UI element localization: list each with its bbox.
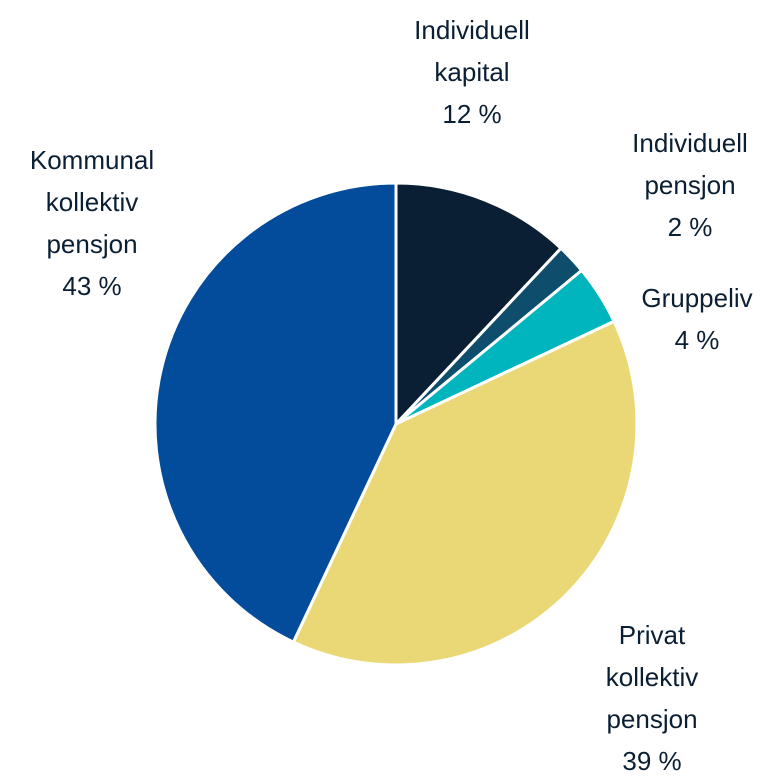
value-label: 12 % (442, 99, 502, 129)
pie-slice (394, 181, 563, 426)
value-label: 2 % (667, 212, 713, 242)
category-label: Kommunal kollektiv pensjon (29, 145, 155, 259)
category-label: Individuell pensjon (632, 128, 748, 200)
category-label: Gruppeliv (641, 283, 753, 313)
pie-slice (291, 319, 639, 667)
category-label: Individuell kapital (414, 15, 530, 87)
pie-slice (153, 181, 398, 644)
value-label: 39 % (622, 746, 682, 776)
slice-label: Kommunal kollektiv pensjon 43 % (12, 139, 172, 307)
slice-label: Privat kollektiv pensjon 39 % (577, 614, 727, 782)
category-label: Privat kollektiv pensjon (605, 620, 699, 734)
value-label: 4 % (674, 325, 720, 355)
value-label: 43 % (62, 271, 122, 301)
slice-label: Gruppeliv 4 % (622, 277, 772, 361)
slice-label: Individuell kapital 12 % (392, 9, 552, 135)
slice-label: Individuell pensjon 2 % (615, 122, 765, 248)
